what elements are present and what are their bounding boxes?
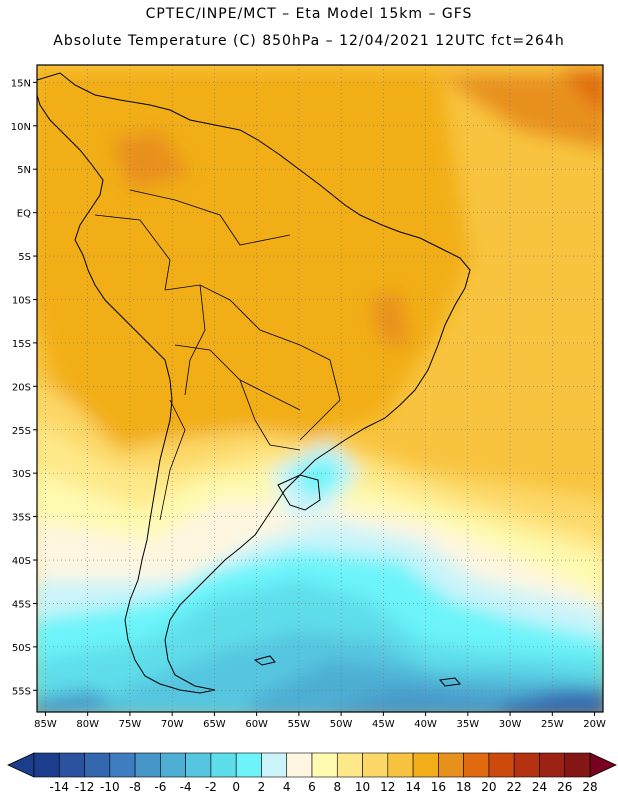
lat-tick-label: 5N: [17, 165, 31, 176]
colorbar-swatch: [286, 752, 313, 778]
colorbar-label: 14: [405, 780, 420, 794]
colorbar-label: 16: [431, 780, 446, 794]
colorbar-label: 22: [507, 780, 522, 794]
colorbar-swatch: [84, 752, 111, 778]
colorbar-label: -14: [49, 780, 69, 794]
colorbar-label: 6: [308, 780, 316, 794]
colorbar-swatch: [160, 752, 186, 778]
colorbar-label: 12: [380, 780, 395, 794]
colorbar-swatch: [134, 752, 161, 778]
colorbar-swatch: [412, 752, 439, 778]
lon-tick-label: 85W: [34, 719, 57, 730]
colorbar-label: 0: [232, 780, 240, 794]
colorbar-label: -4: [180, 780, 192, 794]
colorbar-label: -6: [154, 780, 166, 794]
lon-tick-label: 35W: [457, 719, 480, 730]
colorbar-swatch: [438, 752, 464, 778]
colorbar-swatch: [311, 752, 338, 778]
lon-tick-label: 40W: [414, 719, 437, 730]
colorbar-over-arrow: [589, 752, 617, 778]
colorbar-swatch: [488, 752, 515, 778]
colorbar-label: 20: [481, 780, 496, 794]
colorbar-swatch: [513, 752, 540, 778]
colorbar-label: 28: [582, 780, 597, 794]
colorbar-swatch: [33, 752, 60, 778]
lat-tick-label: 15N: [11, 78, 31, 89]
country-borders: [94, 189, 341, 521]
colorbar-swatch: [235, 752, 262, 778]
colorbar-swatch: [463, 752, 490, 778]
map-title-line2: Absolute Temperature (C) 850hPa – 12/04/…: [53, 33, 565, 49]
lat-tick-label: 40S: [12, 556, 31, 567]
map-title-line1: CPTEC/INPE/MCT – Eta Model 15km – GFS: [145, 6, 473, 22]
lon-tick-label: 70W: [161, 719, 184, 730]
lat-tick-label: 10N: [11, 122, 31, 133]
colorbar-swatch: [261, 752, 288, 778]
lon-tick-label: 45W: [372, 719, 395, 730]
colorbar-label: -2: [205, 780, 217, 794]
coastline: [37, 72, 471, 694]
colorbar-label: 24: [532, 780, 547, 794]
lon-tick-label: 55W: [288, 719, 311, 730]
map-frame: [36, 64, 604, 713]
lat-tick-label: 45S: [12, 599, 31, 610]
colorbar-swatch: [564, 752, 591, 778]
lat-tick-label: 25S: [12, 426, 31, 437]
lat-tick-label: 30S: [12, 469, 31, 480]
lat-tick-label: 35S: [12, 513, 31, 524]
colorbar-label: -8: [129, 780, 141, 794]
colorbar-label: -12: [75, 780, 95, 794]
lon-tick-label: 75W: [119, 719, 142, 730]
lat-tick-label: 5S: [18, 252, 31, 263]
lon-tick-label: 80W: [76, 719, 99, 730]
colorbar-swatch: [109, 752, 136, 778]
colorbar-label: 4: [283, 780, 291, 794]
colorbar-swatch: [58, 752, 85, 778]
colorbar-swatch: [362, 752, 389, 778]
colorbar-swatch: [336, 752, 363, 778]
longitude-axis: 85W 80W 75W 70W 65W 60W 55W 50W 45W 40W 35W 30W 25W 2…: [34, 712, 606, 730]
lat-tick-label: 20S: [12, 382, 31, 393]
lat-tick-label: 10S: [12, 295, 31, 306]
lon-tick-label: 65W: [203, 719, 226, 730]
colorbar-under-arrow: [7, 752, 35, 778]
colorbar-label: 2: [258, 780, 266, 794]
lat-tick-label: 50S: [12, 643, 31, 654]
lon-tick-label: 50W: [330, 719, 353, 730]
lon-tick-label: 30W: [499, 719, 522, 730]
colorbar-swatch: [210, 752, 237, 778]
lat-tick-label: EQ: [17, 209, 31, 220]
colorbar-label: 8: [333, 780, 341, 794]
lon-tick-label: 25W: [541, 719, 564, 730]
lon-tick-label: 60W: [245, 719, 268, 730]
temperature-colorbar: -14 -12 -10 -8 -6 -4 -2 0 2 4 6 8 10 12 14 16 18 20 22 24 26…: [7, 752, 617, 794]
colorbar-swatch: [185, 752, 212, 778]
colorbar-label: 10: [355, 780, 370, 794]
colorbar-label: 26: [557, 780, 572, 794]
colorbar-label: 18: [456, 780, 471, 794]
lat-tick-label: 15S: [12, 339, 31, 350]
colorbar-label: -10: [100, 780, 120, 794]
colorbar-swatch: [387, 752, 414, 778]
latitude-axis: 15N 10N 5N EQ 5S 10S 15S 20S 25S 30S 35S 40S 45S 50S 5…: [11, 78, 37, 697]
colorbar-swatch: [539, 752, 566, 778]
lon-tick-label: 20W: [583, 719, 606, 730]
lat-tick-label: 55S: [12, 686, 31, 697]
temperature-field: [37, 65, 603, 712]
